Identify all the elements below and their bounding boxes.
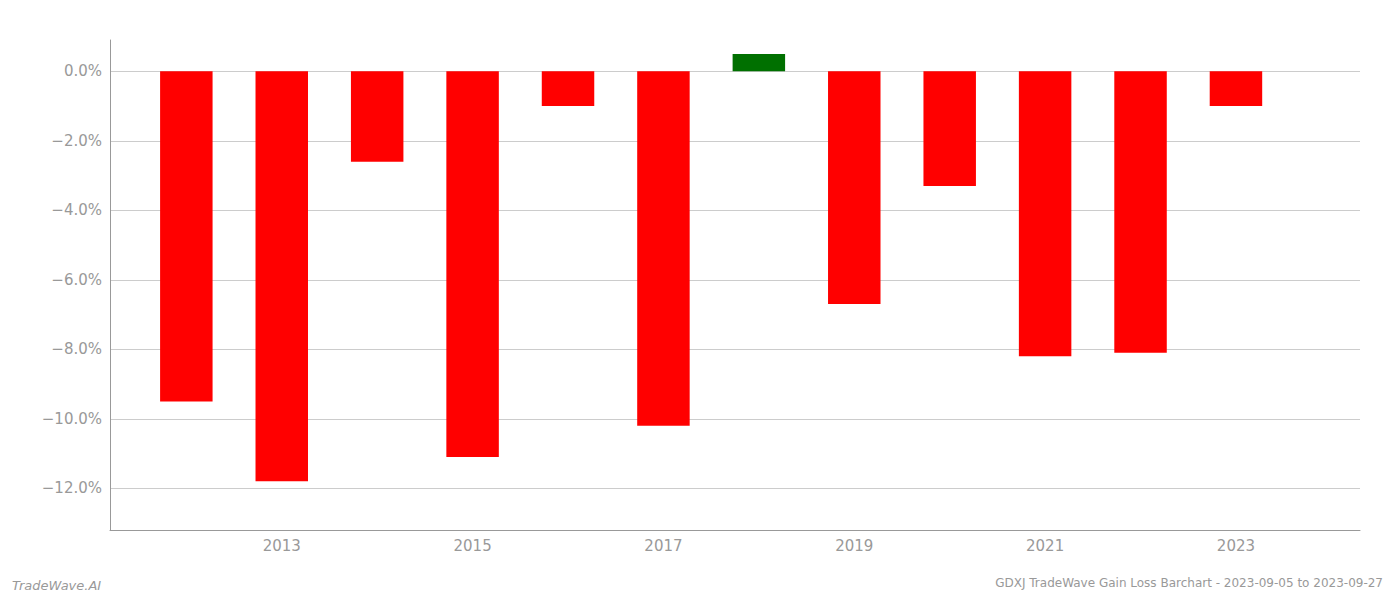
- svg-text:−2.0%: −2.0%: [51, 132, 102, 150]
- svg-text:−10.0%: −10.0%: [42, 410, 102, 428]
- svg-text:−12.0%: −12.0%: [42, 479, 102, 497]
- svg-text:2023: 2023: [1217, 537, 1255, 555]
- svg-text:TradeWave.AI: TradeWave.AI: [12, 578, 101, 593]
- svg-text:−6.0%: −6.0%: [51, 271, 102, 289]
- svg-text:−4.0%: −4.0%: [51, 201, 102, 219]
- svg-text:2019: 2019: [835, 537, 873, 555]
- svg-text:2013: 2013: [263, 537, 301, 555]
- svg-text:0.0%: 0.0%: [64, 62, 102, 80]
- svg-text:2021: 2021: [1026, 537, 1064, 555]
- svg-text:2015: 2015: [454, 537, 492, 555]
- svg-text:−8.0%: −8.0%: [51, 340, 102, 358]
- svg-text:2017: 2017: [644, 537, 682, 555]
- svg-text:GDXJ TradeWave Gain Loss Barch: GDXJ TradeWave Gain Loss Barchart - 2023…: [995, 576, 1383, 590]
